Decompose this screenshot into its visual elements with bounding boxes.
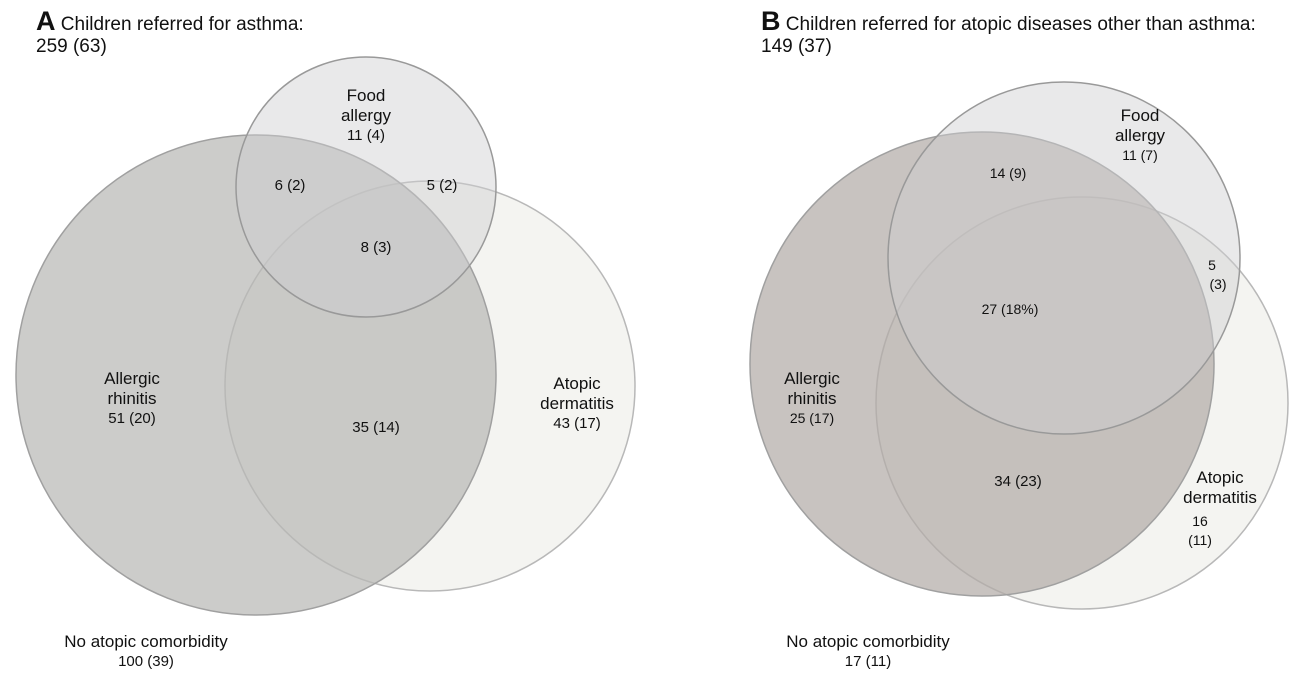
- panel-b-title: Children referred for atopic diseases ot…: [785, 14, 1256, 35]
- panel-b-ar-ad-value: 34 (23): [994, 473, 1042, 490]
- panel-b-atopic-dermatitis-value-2: (11): [1188, 532, 1212, 548]
- panel-a-atopic-dermatitis-value: 43 (17): [553, 415, 601, 432]
- panel-b-all-three-value: 27 (18%): [981, 301, 1039, 317]
- panel-a-ar-ad-value: 35 (14): [352, 419, 400, 436]
- panel-a-no-comorbidity-text: No atopic comorbidity: [64, 632, 228, 651]
- panel-a-food-allergy-circle: [235, 56, 497, 318]
- panel-a-allergic-rhinitis-circle: [15, 134, 497, 616]
- panel-b-atopic-dermatitis-value-1: 16: [1192, 513, 1208, 529]
- panel-b-atopic-dermatitis-label: Atopic dermatitis: [1170, 468, 1270, 508]
- panel-b-header: B Children referred for atopic diseases …: [761, 8, 1256, 58]
- panel-a-no-comorbidity-value: 100 (39): [118, 653, 174, 670]
- panel-a-food-allergy-label: Food allergy 11 (4): [316, 86, 416, 145]
- panel-b-food-allergy-value: 11 (7): [1122, 147, 1158, 163]
- panel-a-allergic-rhinitis-name-2: rhinitis: [107, 389, 157, 408]
- panel-a-food-allergy-name-1: Food: [346, 86, 386, 105]
- panel-b-food-allergy-label: Food allergy 11 (7): [1090, 106, 1190, 164]
- panel-b-food-allergy-name-1: Food: [1120, 106, 1160, 125]
- panel-b-ar-fa-value: 14 (9): [989, 165, 1027, 181]
- panel-a-letter: A: [36, 6, 56, 36]
- panel-b-fa-ad-value-2: (3): [1209, 276, 1227, 292]
- panel-a-food-allergy-name-2: allergy: [340, 106, 392, 125]
- panel-a-fa-ad-value: 5 (2): [426, 177, 458, 194]
- panel-a-allergic-rhinitis-name-1: Allergic: [104, 369, 160, 388]
- panel-b-no-comorbidity-text: No atopic comorbidity: [786, 632, 950, 651]
- panel-b-food-allergy-circle: [887, 81, 1241, 435]
- panel-b-venn: [749, 81, 1289, 610]
- panel-b-allergic-rhinitis-value: 25 (17): [789, 410, 835, 426]
- panel-a-title: Children referred for asthma:: [60, 14, 304, 35]
- panel-a-atopic-dermatitis-name-1: Atopic: [553, 374, 601, 393]
- panel-a-header: A Children referred for asthma: 259 (63): [36, 8, 304, 58]
- panel-b-allergic-rhinitis-name-1: Allergic: [784, 369, 840, 388]
- panel-a-all-three-value: 8 (3): [360, 239, 392, 256]
- panel-a-total: 259 (63): [36, 36, 107, 57]
- panel-a-allergic-rhinitis-label: Allergic rhinitis 51 (20): [82, 369, 182, 428]
- panel-a-allergic-rhinitis-value: 51 (20): [108, 410, 156, 427]
- panel-b-allergic-rhinitis-name-2: rhinitis: [787, 389, 837, 408]
- panel-b-fa-ad-value-1: 5: [1208, 257, 1216, 273]
- panel-a-ar-fa-value: 6 (2): [274, 177, 306, 194]
- panel-a-food-allergy-value: 11 (4): [346, 127, 386, 144]
- panel-b-no-comorbidity-value: 17 (11): [844, 653, 892, 670]
- panel-a-venn: [15, 56, 636, 616]
- panel-b-total: 149 (37): [761, 36, 832, 57]
- panel-b-food-allergy-name-2: allergy: [1114, 126, 1166, 145]
- panel-a-atopic-dermatitis-name-2: dermatitis: [540, 394, 614, 413]
- panel-b-allergic-rhinitis-circle: [749, 131, 1215, 597]
- panel-b-allergic-rhinitis-label: Allergic rhinitis 25 (17): [762, 369, 862, 427]
- panel-b-atopic-dermatitis-name-1: Atopic: [1196, 468, 1244, 487]
- panel-b-no-comorbidity-label: No atopic comorbidity 17 (11): [768, 632, 968, 671]
- panel-a-no-comorbidity-label: No atopic comorbidity 100 (39): [46, 632, 246, 671]
- panel-a-atopic-dermatitis-label: Atopic dermatitis 43 (17): [522, 374, 632, 433]
- panel-b-atopic-dermatitis-name-2: dermatitis: [1183, 488, 1257, 507]
- panel-b-letter: B: [761, 6, 781, 36]
